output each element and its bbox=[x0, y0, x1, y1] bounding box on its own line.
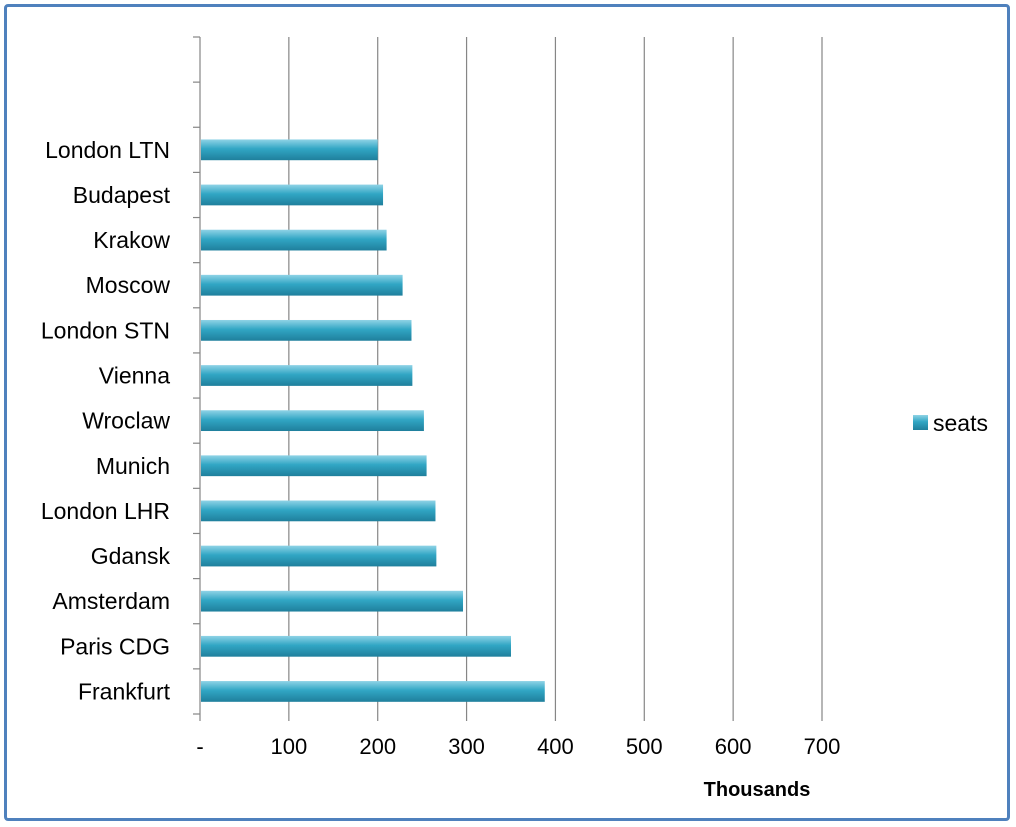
x-tick-label: 100 bbox=[270, 734, 307, 759]
x-tick-labels: - 100 200 300 400 500 600 700 bbox=[196, 734, 840, 759]
bar[interactable] bbox=[201, 319, 412, 341]
bar[interactable] bbox=[201, 274, 403, 296]
category-label: Gdansk bbox=[91, 543, 171, 569]
x-tick-label: 300 bbox=[448, 734, 485, 759]
category-label: Moscow bbox=[86, 272, 171, 298]
x-tick-label: - bbox=[196, 734, 203, 759]
bar[interactable] bbox=[201, 635, 511, 657]
bars bbox=[201, 139, 545, 702]
category-label: London LTN bbox=[45, 137, 170, 163]
bar[interactable] bbox=[201, 229, 387, 251]
bar[interactable] bbox=[201, 365, 413, 386]
x-tick-label: 200 bbox=[359, 734, 396, 759]
bar[interactable] bbox=[201, 590, 464, 612]
bar[interactable] bbox=[201, 455, 427, 477]
legend-label: seats bbox=[933, 410, 988, 436]
bar[interactable] bbox=[201, 681, 545, 702]
x-unit-label: Thousands bbox=[704, 779, 811, 801]
legend[interactable]: seats bbox=[913, 410, 988, 436]
x-tick-label: 700 bbox=[804, 734, 841, 759]
category-labels: London LTN Budapest Krakow Moscow London STN… bbox=[41, 137, 171, 705]
bar[interactable] bbox=[201, 545, 437, 567]
category-label: Amsterdam bbox=[52, 588, 170, 614]
category-label: Krakow bbox=[93, 227, 170, 253]
category-label: Munich bbox=[96, 453, 170, 479]
bar[interactable] bbox=[201, 500, 436, 522]
category-label: Frankfurt bbox=[78, 678, 171, 704]
category-label: Paris CDG bbox=[60, 633, 170, 659]
category-label: Budapest bbox=[73, 182, 171, 208]
bar[interactable] bbox=[201, 410, 424, 432]
x-tick-label: 500 bbox=[626, 734, 663, 759]
legend-swatch bbox=[913, 415, 928, 430]
category-label: Wroclaw bbox=[82, 408, 170, 434]
x-tick-label: 400 bbox=[537, 734, 574, 759]
bar[interactable] bbox=[201, 184, 384, 206]
axes bbox=[193, 36, 823, 721]
category-label: Vienna bbox=[99, 363, 170, 389]
category-label: London STN bbox=[41, 317, 170, 343]
category-label: London LHR bbox=[41, 498, 170, 524]
x-tick-label: 600 bbox=[715, 734, 752, 759]
bar[interactable] bbox=[201, 139, 378, 161]
